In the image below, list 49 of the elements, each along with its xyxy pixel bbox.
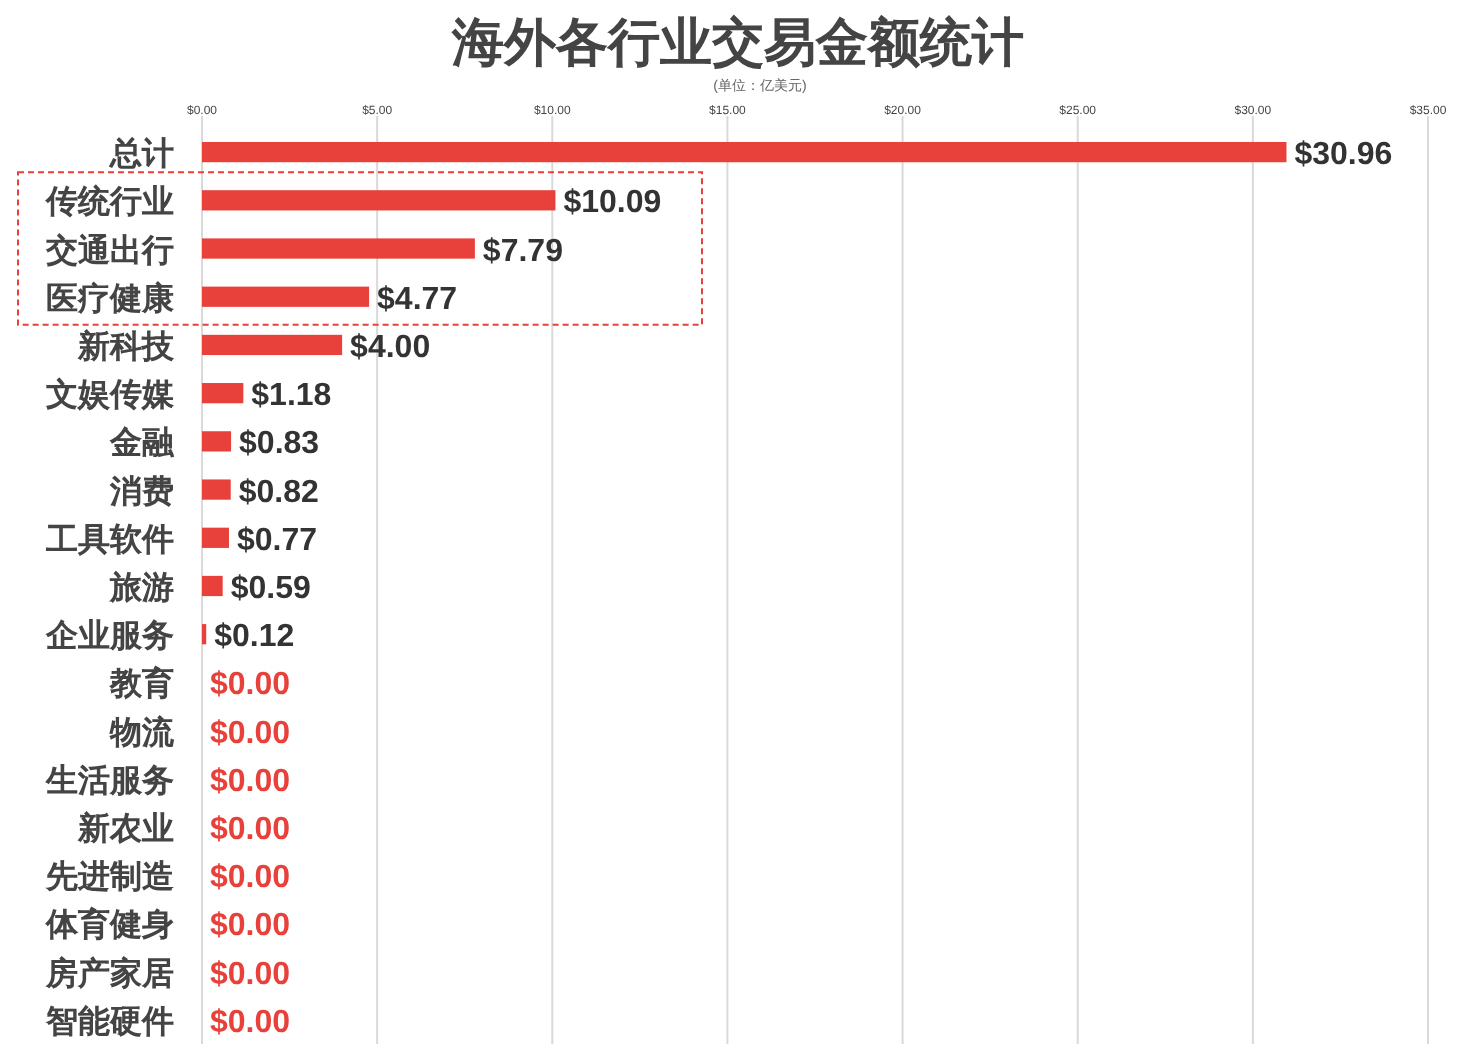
data-label: $0.00 bbox=[210, 861, 291, 896]
y-tick-label: 工具软件 bbox=[44, 521, 174, 558]
data-label: $7.79 bbox=[482, 234, 564, 269]
y-tick-label: 总计 bbox=[108, 136, 174, 173]
bar bbox=[202, 527, 229, 548]
y-tick-label: 文娱传媒 bbox=[44, 377, 176, 414]
y-tick-label: 企业服务 bbox=[44, 618, 174, 655]
data-label: $0.00 bbox=[210, 716, 291, 751]
bar bbox=[202, 575, 223, 597]
bar bbox=[202, 238, 475, 259]
y-tick-label: 旅游 bbox=[108, 570, 174, 606]
data-label: $4.77 bbox=[377, 282, 458, 317]
data-label: $4.00 bbox=[350, 330, 431, 365]
data-label: $0.00 bbox=[210, 813, 291, 848]
data-label: $0.00 bbox=[210, 668, 291, 703]
data-label: $0.00 bbox=[210, 1005, 291, 1040]
data-label: $0.00 bbox=[210, 764, 291, 799]
bar bbox=[202, 431, 232, 452]
y-tick-label: 体育健身 bbox=[44, 905, 174, 944]
y-tick-label: 新科技 bbox=[76, 328, 176, 365]
data-label: $0.82 bbox=[238, 475, 319, 510]
data-label: $30.96 bbox=[1294, 138, 1393, 173]
y-tick-label: 传统行业 bbox=[44, 184, 174, 221]
data-label: $10.09 bbox=[563, 186, 662, 221]
bar bbox=[202, 334, 343, 356]
y-tick-label: 金融 bbox=[108, 425, 176, 462]
bar bbox=[202, 190, 556, 211]
data-label: $0.00 bbox=[210, 957, 291, 992]
y-tick-label: 新农业 bbox=[76, 811, 174, 848]
bar bbox=[202, 383, 244, 404]
y-tick-label: 医疗健康 bbox=[46, 280, 176, 317]
y-tick-label: 交通出行 bbox=[44, 230, 174, 269]
y-tick-label: 房产家居 bbox=[44, 953, 174, 992]
data-label: $0.77 bbox=[236, 523, 318, 558]
data-label: $0.59 bbox=[230, 572, 311, 606]
bar bbox=[202, 286, 370, 307]
y-tick-label: 智能硬件 bbox=[44, 1003, 174, 1040]
y-tick-label: 物流 bbox=[108, 712, 176, 751]
y-tick-label: 生活服务 bbox=[44, 762, 174, 799]
data-label: $0.12 bbox=[214, 620, 295, 655]
data-label: $0.00 bbox=[210, 909, 291, 944]
bar bbox=[202, 141, 1287, 163]
bar bbox=[202, 479, 231, 500]
data-label: $0.83 bbox=[239, 427, 320, 462]
data-label: $1.18 bbox=[251, 379, 332, 414]
chart-title: 海外各行业交易金额统计 bbox=[450, 12, 1024, 72]
y-tick-label: 消费 bbox=[108, 473, 174, 510]
y-tick-label: 先进制造 bbox=[44, 859, 176, 896]
y-tick-label: 教育 bbox=[108, 664, 174, 703]
